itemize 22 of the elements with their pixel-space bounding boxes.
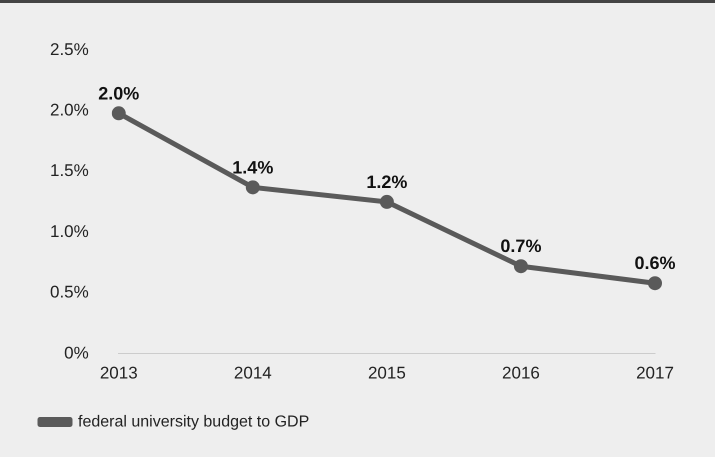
point [246,180,260,194]
y-tick-label: 1.5% [50,161,89,180]
data-label: 0.6% [634,253,676,274]
data-label: 0.7% [500,236,542,256]
x-tick-label: 2014 [234,363,272,382]
point [112,106,126,120]
y-tick-label: 2.0% [50,100,89,120]
data-label: 2.0% [98,83,140,104]
x-tick-label: 2013 [100,363,138,382]
x-tick-label: 2015 [368,363,406,382]
y-tick-label: 0% [64,343,89,362]
y-tick-label: 1.0% [50,222,89,241]
legend-label: federal university budget to GDP [78,413,310,430]
point [380,194,394,209]
x-tick-label: 2016 [502,363,540,382]
point [648,276,662,290]
y-tick-label: 2.5% [50,40,89,59]
y-tick-label: 0.5% [50,282,89,302]
data-label: 1.4% [232,157,274,178]
point [514,259,528,274]
x-tick-label: 2017 [636,363,674,382]
data-label: 1.2% [366,172,408,192]
